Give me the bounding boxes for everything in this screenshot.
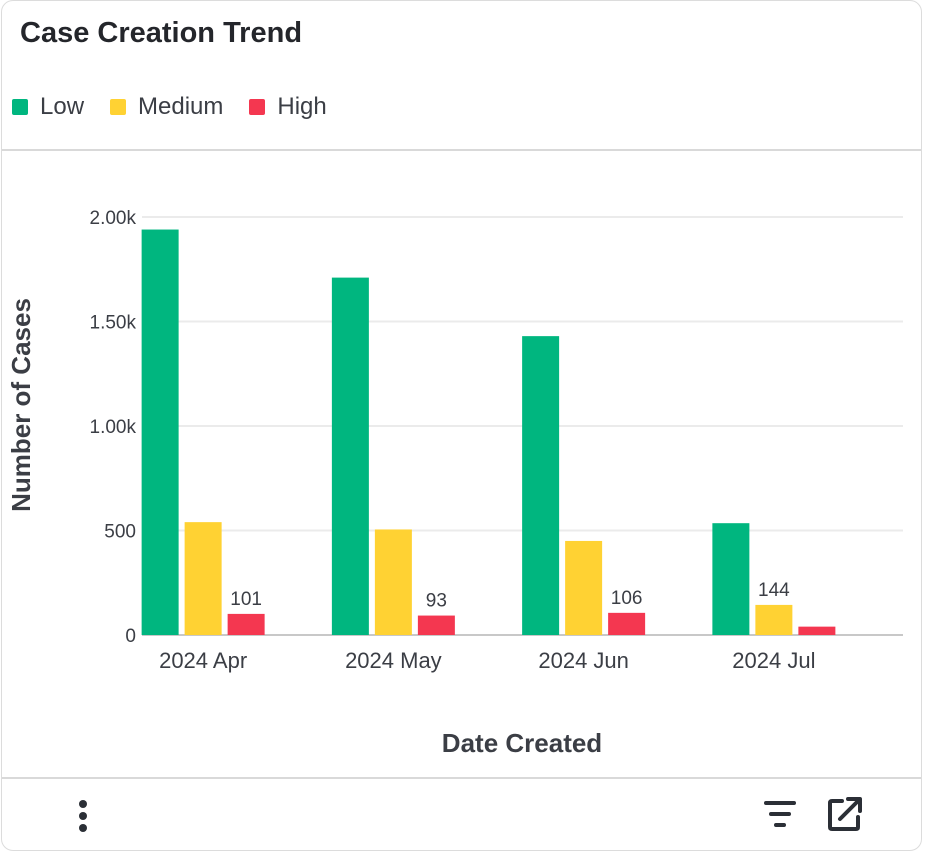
legend-label-medium: Medium bbox=[138, 93, 224, 120]
kebab-dot bbox=[79, 812, 87, 820]
bar-high bbox=[227, 613, 265, 635]
kebab-dot bbox=[79, 824, 87, 832]
filter-button[interactable] bbox=[762, 797, 798, 831]
x-tick-label: 2024 Jul bbox=[732, 648, 815, 673]
legend-swatch-low bbox=[12, 99, 28, 115]
card-title: Case Creation Trend bbox=[20, 17, 303, 49]
y-tick-label: 2.00k bbox=[90, 208, 137, 229]
y-tick-label: 1.00k bbox=[90, 417, 137, 438]
bar-low bbox=[141, 229, 179, 636]
open-external-icon bbox=[828, 797, 862, 831]
bar-low bbox=[522, 336, 560, 635]
legend-swatch-high bbox=[249, 99, 266, 115]
chart-legend: Low Medium High bbox=[12, 93, 353, 121]
legend-label-low: Low bbox=[40, 93, 85, 120]
y-tick-label: 0 bbox=[125, 626, 136, 647]
filter-icon bbox=[764, 801, 796, 827]
bar-medium bbox=[184, 522, 222, 635]
data-label: 93 bbox=[426, 591, 447, 612]
x-tick-label: 2024 Jun bbox=[538, 648, 629, 673]
y-axis-title: Number of Cases bbox=[6, 298, 36, 512]
y-tick-label: 1.50k bbox=[90, 313, 137, 334]
bar-medium bbox=[565, 540, 603, 635]
legend-label-high: High bbox=[277, 93, 327, 120]
legend-item-high[interactable]: High bbox=[249, 93, 327, 121]
legend-item-low[interactable]: Low bbox=[12, 93, 84, 121]
footer-divider bbox=[2, 777, 921, 779]
data-label: 101 bbox=[230, 589, 262, 610]
data-label: 106 bbox=[611, 588, 643, 609]
legend-item-medium[interactable]: Medium bbox=[110, 93, 223, 121]
bar-medium bbox=[374, 529, 412, 635]
bar-high bbox=[608, 612, 646, 635]
bar-medium bbox=[755, 604, 793, 635]
x-tick-label: 2024 May bbox=[345, 648, 442, 673]
bar-chart: 0 500 1.00k 1.50k 2.00k 2024 Apr 2024 May 2024 … bbox=[6, 208, 903, 758]
y-tick-label: 500 bbox=[104, 522, 136, 543]
x-axis-title: Date Created bbox=[442, 728, 602, 758]
kebab-menu-icon bbox=[79, 800, 87, 808]
header-divider bbox=[2, 149, 921, 151]
legend-swatch-medium bbox=[110, 99, 127, 115]
data-label: 144 bbox=[758, 580, 790, 601]
export-button[interactable] bbox=[826, 795, 864, 833]
bar-high bbox=[417, 615, 455, 635]
bar-low bbox=[712, 523, 750, 635]
kebab-menu-button[interactable] bbox=[68, 797, 98, 835]
x-tick-label: 2024 Apr bbox=[159, 648, 247, 673]
bar-high bbox=[798, 626, 836, 635]
bar-low bbox=[331, 277, 369, 635]
